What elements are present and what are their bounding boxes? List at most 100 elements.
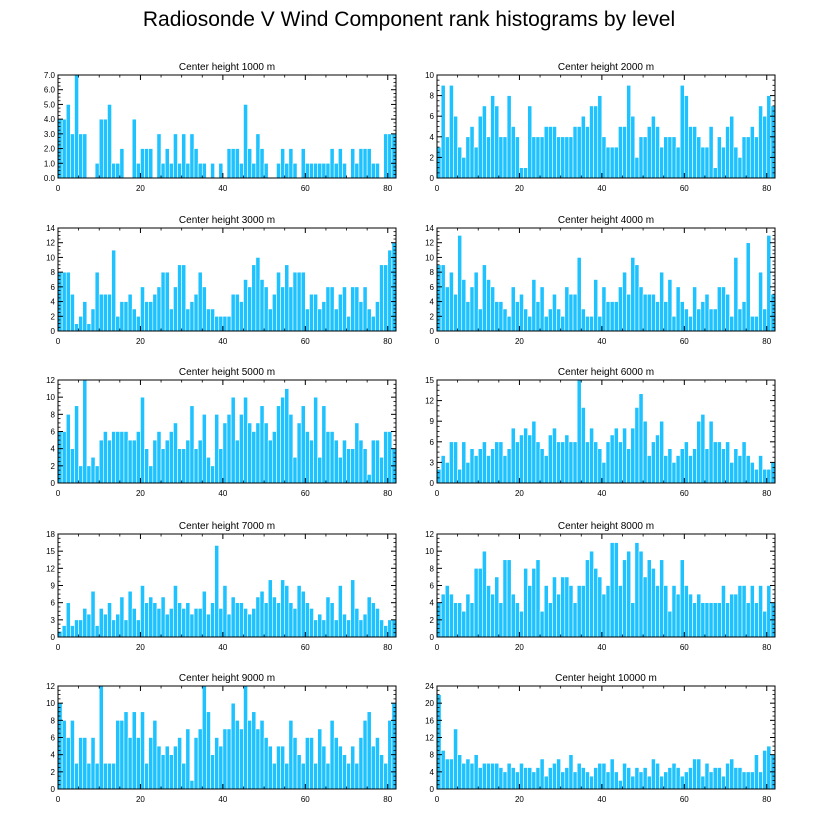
bar xyxy=(267,439,273,484)
bar xyxy=(634,767,640,790)
x-tick-label: 40 xyxy=(218,795,227,804)
bar xyxy=(440,750,446,790)
bar xyxy=(638,550,644,638)
bar xyxy=(465,136,471,179)
bar xyxy=(733,593,739,638)
bar xyxy=(618,286,623,332)
bar xyxy=(461,157,467,179)
bar xyxy=(494,762,500,790)
y-tick-label: 0 xyxy=(430,327,435,336)
bar xyxy=(148,737,154,790)
bar xyxy=(259,148,265,179)
bar xyxy=(263,422,269,484)
bar xyxy=(296,422,302,484)
bar xyxy=(733,257,739,332)
bar xyxy=(531,771,537,790)
bar xyxy=(733,146,739,179)
bar xyxy=(243,608,248,638)
bar xyxy=(296,754,302,790)
bar xyxy=(173,286,178,332)
bar xyxy=(177,737,182,790)
y-tick-label: 9 xyxy=(51,582,56,591)
bar xyxy=(226,414,232,484)
bar xyxy=(387,619,393,638)
y-tick-label: 6 xyxy=(430,112,435,121)
bar xyxy=(704,448,710,484)
bar xyxy=(210,308,215,332)
bar xyxy=(758,271,763,332)
bar xyxy=(317,728,323,790)
bar xyxy=(655,762,660,790)
bar xyxy=(177,602,182,638)
bar xyxy=(696,758,702,790)
bar xyxy=(177,448,182,484)
bar xyxy=(638,393,644,484)
bar xyxy=(325,431,331,484)
bar xyxy=(329,286,335,332)
bar xyxy=(325,762,331,790)
bar xyxy=(440,264,446,332)
x-tick-label: 60 xyxy=(301,337,310,346)
panel-6: Center height 6000 m 0 3 6 9 12 15 0 20 40 60 80 xyxy=(425,367,776,498)
bar xyxy=(131,118,137,179)
bar xyxy=(712,767,718,790)
bar xyxy=(758,455,763,484)
bar xyxy=(259,405,265,484)
bar xyxy=(201,162,207,179)
bar xyxy=(284,388,290,484)
bar xyxy=(490,448,496,484)
bar xyxy=(181,264,187,332)
bar xyxy=(86,323,92,332)
bar xyxy=(519,293,524,332)
x-tick-label: 20 xyxy=(515,489,524,498)
bar xyxy=(362,448,368,484)
bar xyxy=(144,762,149,790)
x-tick-label: 0 xyxy=(435,184,440,193)
bar xyxy=(342,162,347,179)
bar xyxy=(280,745,286,790)
bar xyxy=(535,136,541,179)
bar xyxy=(119,596,125,638)
bar xyxy=(556,441,561,484)
bar xyxy=(267,745,273,790)
bar xyxy=(605,771,611,790)
bar xyxy=(593,568,599,638)
bar xyxy=(469,762,475,790)
bar xyxy=(754,136,759,179)
bar xyxy=(272,596,277,638)
y-tick-label: 2 xyxy=(430,616,435,625)
bar xyxy=(259,279,265,332)
bar xyxy=(185,162,191,179)
bar xyxy=(572,126,578,179)
bar xyxy=(309,737,314,790)
bar xyxy=(531,136,537,179)
bar xyxy=(284,264,290,332)
bar xyxy=(560,441,566,484)
bar xyxy=(255,596,261,638)
y-tick-label: 0 xyxy=(430,633,435,642)
panel-1: Center height 1000 m 0.0 1.0 2.0 3.0 4.0 5.0 6.… xyxy=(44,62,397,193)
bar xyxy=(593,767,599,790)
bar xyxy=(688,126,693,179)
bar xyxy=(197,162,203,179)
bar xyxy=(560,771,566,790)
y-tick-label: 12 xyxy=(46,564,55,573)
bar xyxy=(519,167,524,179)
bar xyxy=(329,720,335,790)
bar xyxy=(663,136,669,179)
bar xyxy=(239,728,244,790)
bar xyxy=(148,596,154,638)
bar xyxy=(601,462,607,484)
bar xyxy=(696,593,702,638)
bar xyxy=(626,293,632,332)
bar xyxy=(453,293,458,332)
bar xyxy=(375,608,380,638)
y-tick-label: 8 xyxy=(51,410,56,419)
bar xyxy=(362,720,368,790)
bar xyxy=(127,590,133,638)
bar xyxy=(663,771,669,790)
bar xyxy=(276,602,281,638)
bar xyxy=(119,148,125,179)
bar xyxy=(288,414,294,484)
bar xyxy=(243,104,248,179)
